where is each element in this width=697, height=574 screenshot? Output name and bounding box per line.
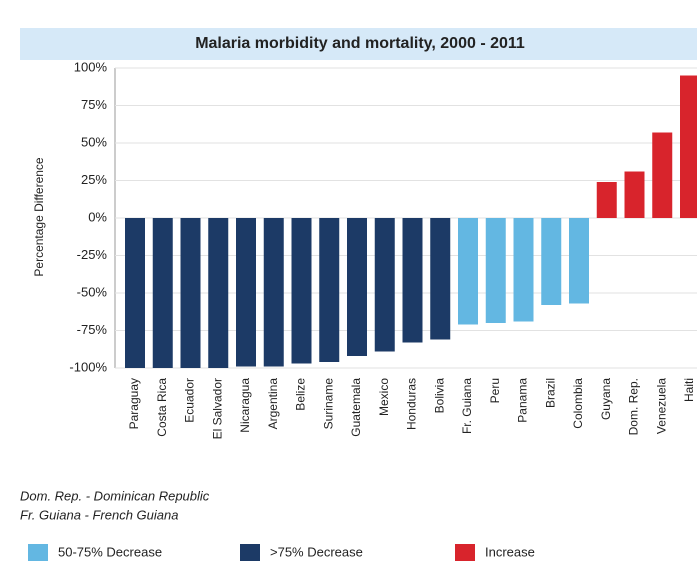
bar [180, 218, 201, 368]
y-tick-label: 0% [88, 209, 107, 224]
legend-label: Increase [485, 544, 535, 559]
bar [319, 218, 340, 362]
x-tick-label: Venezuela [654, 378, 668, 434]
bar [569, 218, 589, 304]
y-tick-label: -75% [77, 322, 108, 337]
bar [152, 218, 173, 368]
x-tick-label: Honduras [405, 378, 419, 430]
x-tick-label: Fr. Guiana [460, 378, 474, 434]
x-tick-label: Peru [488, 378, 502, 403]
x-tick-label: Brazil [543, 378, 557, 408]
x-tick-label: El Salvador [210, 378, 224, 439]
legend-label: >75% Decrease [270, 544, 363, 559]
bar [347, 218, 367, 356]
x-tick-label: Ecuador [183, 378, 197, 423]
bar [680, 75, 697, 218]
legend-swatch [28, 544, 48, 561]
bar [541, 218, 562, 305]
legend-swatch [240, 544, 260, 561]
x-tick-label: Colombia [571, 378, 585, 429]
y-tick-label: 50% [81, 134, 107, 149]
legend-label: 50-75% Decrease [58, 544, 162, 559]
x-tick-label: Dom. Rep. [627, 378, 641, 435]
y-tick-label: -50% [77, 284, 108, 299]
bar [263, 218, 284, 367]
x-tick-label: Bolivia [432, 378, 446, 414]
x-tick-label: Paraguay [127, 378, 141, 429]
bar [236, 218, 256, 367]
y-axis-label: Percentage Difference [32, 157, 46, 277]
y-tick-label: -25% [77, 247, 108, 262]
y-tick-label: 100% [74, 59, 108, 74]
bar [208, 218, 229, 368]
x-tick-label: Panama [516, 378, 530, 423]
bar [291, 218, 312, 364]
y-tick-label: 75% [81, 97, 107, 112]
x-tick-label: Nicaragua [238, 378, 252, 433]
bar [624, 171, 645, 218]
x-tick-label: Guatemala [349, 378, 363, 437]
y-tick-label: 25% [81, 172, 107, 187]
x-tick-label: Argentina [266, 378, 280, 430]
x-tick-label: Suriname [321, 378, 335, 430]
bar [652, 132, 673, 218]
bar [485, 218, 506, 323]
note: Dom. Rep. - Dominican Republic [20, 488, 210, 503]
bar [596, 182, 617, 218]
chart-title: Malaria morbidity and mortality, 2000 - … [195, 35, 525, 52]
x-tick-label: Mexico [377, 378, 391, 416]
bar [402, 218, 423, 343]
x-tick-label: Belize [294, 378, 308, 411]
x-tick-label: Guyana [599, 378, 613, 420]
x-tick-label: Haiti [682, 378, 696, 402]
title-banner [20, 28, 697, 60]
bar [125, 218, 145, 368]
bar [513, 218, 534, 322]
bar [374, 218, 395, 352]
bar [430, 218, 451, 340]
y-tick-label: -100% [69, 359, 107, 374]
bar [458, 218, 478, 325]
legend-swatch [455, 544, 475, 561]
x-tick-label: Costa Rica [155, 378, 169, 437]
note: Fr. Guiana - French Guiana [20, 507, 178, 522]
